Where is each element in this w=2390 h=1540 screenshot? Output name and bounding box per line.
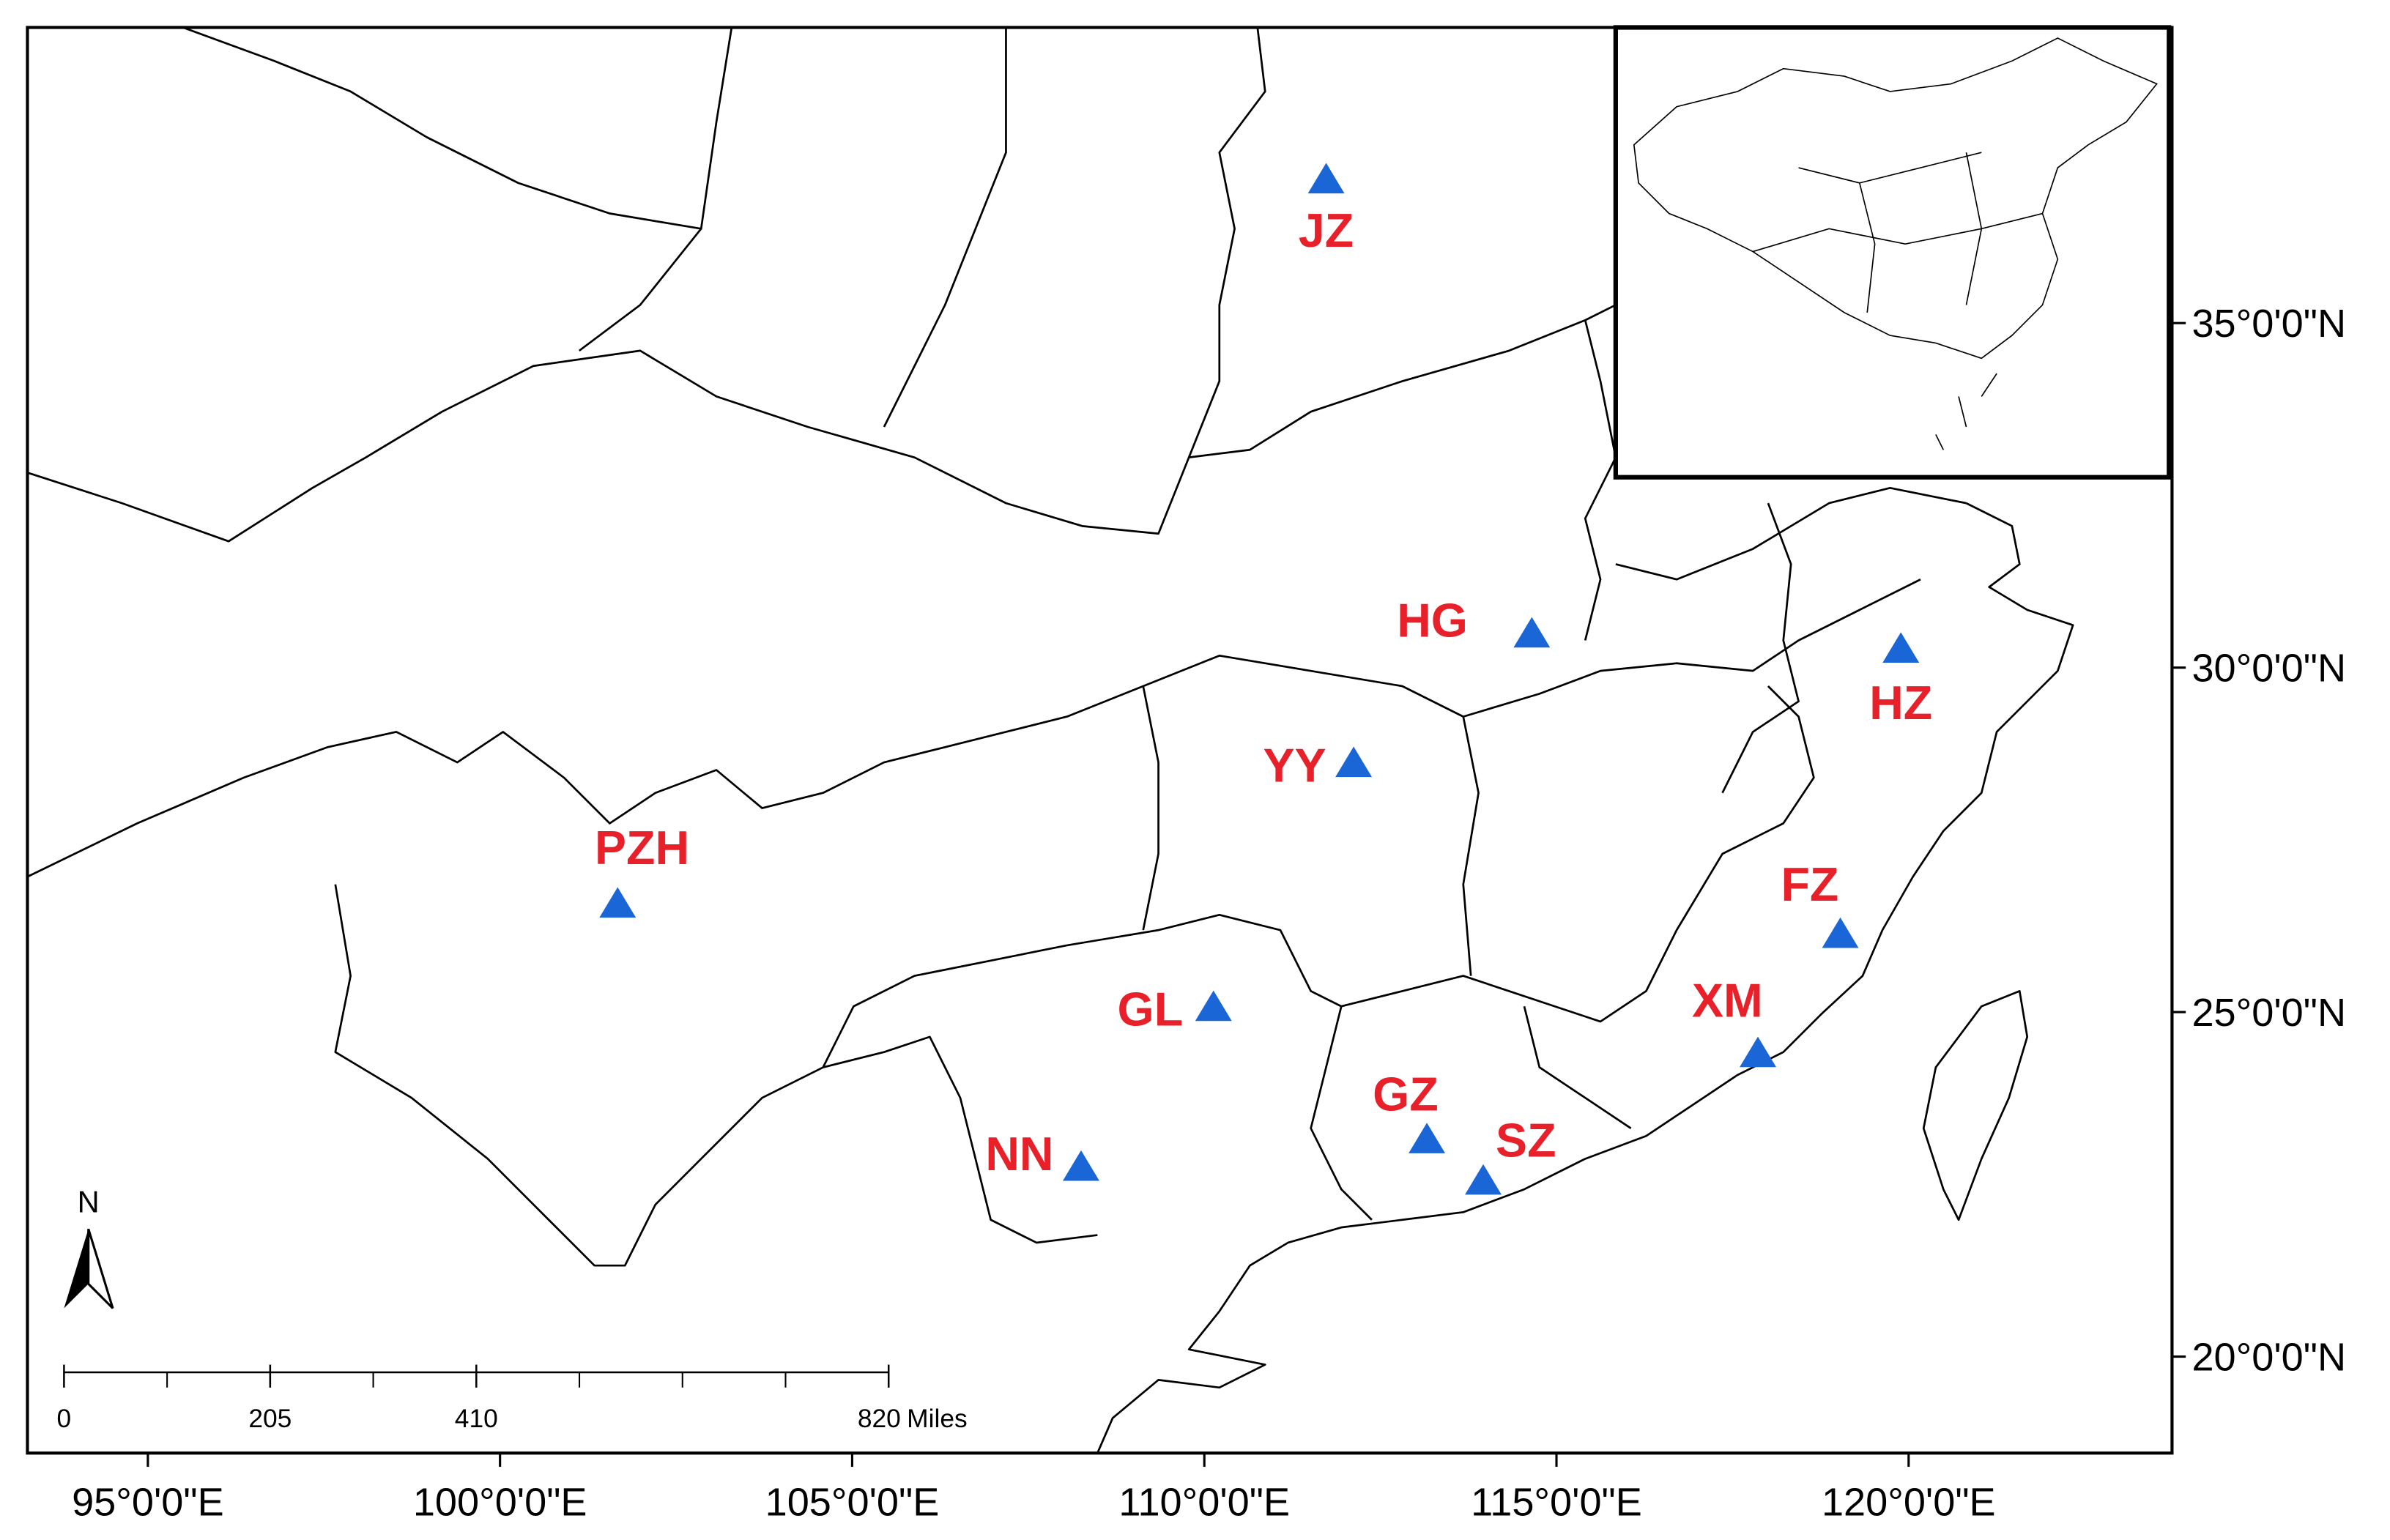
site-marker [599, 887, 637, 918]
scale-bar-label: 820 [858, 1405, 901, 1433]
y-tick-label: 35°0'0"N [2192, 302, 2346, 346]
site-label: SZ [1496, 1114, 1556, 1167]
site-marker [1409, 1123, 1446, 1153]
y-tick-label: 30°0'0"N [2192, 646, 2346, 690]
province-line [822, 685, 1815, 1068]
coastline [1096, 502, 2074, 1454]
taiwan [1922, 990, 2029, 1221]
x-tick-label: 100°0'0"E [413, 1481, 587, 1525]
y-tick-label: 20°0'0"N [2192, 1335, 2346, 1379]
scale-bar-unit: Miles [907, 1405, 968, 1433]
province-line [578, 27, 1617, 641]
north-label: N [78, 1184, 100, 1219]
inset-map [1613, 25, 2172, 480]
map-frame [26, 26, 2174, 1455]
site-marker [1740, 1036, 1776, 1068]
north-arrow-right [87, 1228, 114, 1309]
site-label: JZ [1299, 204, 1354, 257]
site-marker [1195, 990, 1232, 1022]
x-tick-label: 95°0'0"E [72, 1481, 224, 1525]
site-marker [1062, 1150, 1099, 1181]
x-tick-label: 115°0'0"E [1471, 1481, 1642, 1525]
site-marker [1307, 163, 1345, 194]
province-line [27, 304, 1617, 543]
site-marker [1335, 746, 1373, 778]
site-marker [1513, 617, 1551, 648]
y-tick-label: 25°0'0"N [2192, 991, 2346, 1035]
site-label: HZ [1869, 677, 1932, 729]
site-marker [1465, 1164, 1502, 1195]
province-line [182, 26, 1967, 794]
site-label: NN [985, 1128, 1053, 1180]
site-label: PZH [595, 822, 689, 874]
x-tick-label: 105°0'0"E [765, 1481, 940, 1525]
province-line [334, 884, 1098, 1267]
site-label: GL [1118, 983, 1184, 1035]
site-marker [1882, 632, 1920, 663]
inset-outline [1633, 37, 2158, 360]
site-label: YY [1263, 739, 1326, 792]
scale-bar-label: 410 [455, 1405, 498, 1433]
site-label: HG [1397, 595, 1468, 647]
province-line [26, 579, 1921, 878]
province-line [1142, 685, 1632, 1221]
scale-bar-label: 205 [248, 1405, 292, 1433]
site-label: FZ [1781, 858, 1838, 911]
site-label: GZ [1373, 1068, 1439, 1121]
site-marker [1822, 917, 1859, 948]
inset-frame [1613, 25, 2172, 480]
site-label: XM [1692, 975, 1763, 1027]
x-tick-label: 110°0'0"E [1118, 1481, 1290, 1525]
x-tick-label: 120°0'0"E [1822, 1481, 1996, 1525]
scale-bar-label: 0 [57, 1405, 72, 1433]
boundaries [26, 26, 2074, 1454]
inset-islands [1935, 373, 1997, 450]
